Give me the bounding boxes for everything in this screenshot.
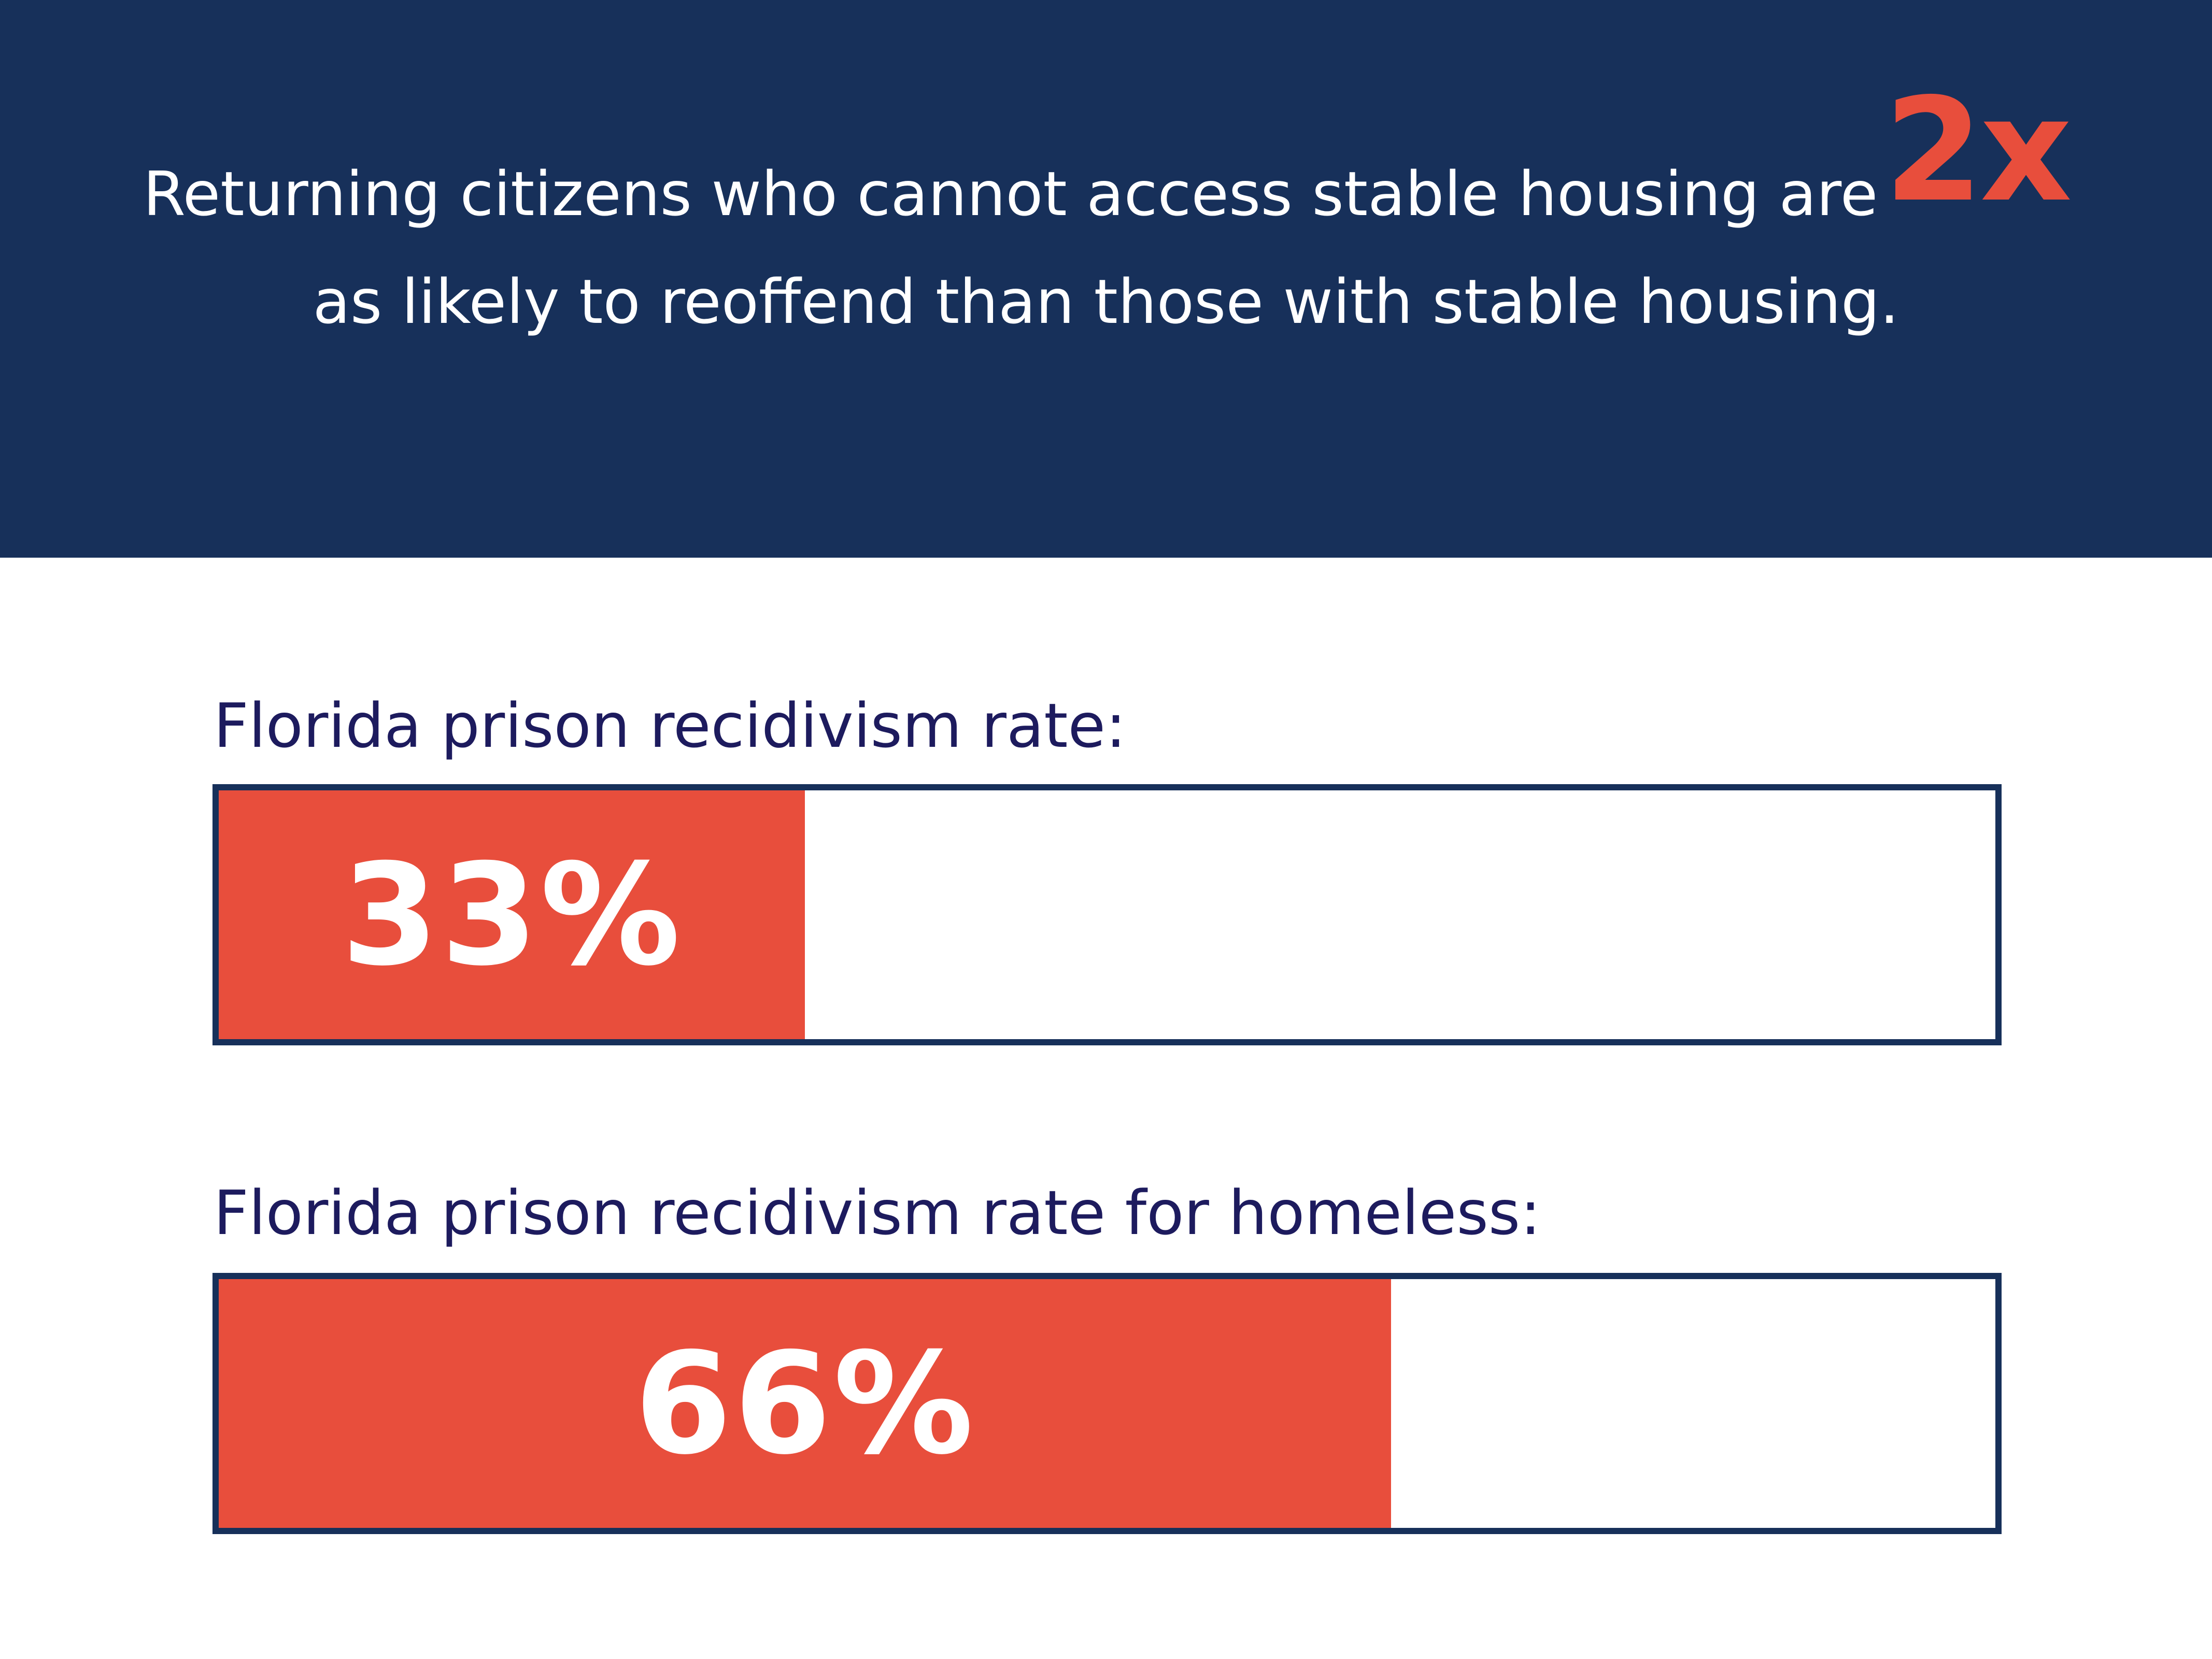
bar-value-homeless: 66% bbox=[634, 1322, 976, 1485]
bar-track-homeless: 66% bbox=[212, 1273, 2002, 1534]
multiplier-highlight: 2x bbox=[1884, 67, 2072, 233]
headline-line-1: Returning citizens who cannot access sta… bbox=[0, 79, 2212, 248]
bar-label-overall: Florida prison recidivism rate: bbox=[214, 690, 1126, 761]
headline-text-1: Returning citizens who cannot access sta… bbox=[143, 158, 1878, 230]
bar-fill-homeless: 66% bbox=[219, 1279, 1392, 1528]
bar-fill-overall: 33% bbox=[219, 790, 805, 1039]
bar-label-homeless: Florida prison recidivism rate for homel… bbox=[214, 1177, 1541, 1249]
bar-value-overall: 33% bbox=[341, 833, 683, 997]
bar-track-overall: 33% bbox=[212, 784, 2002, 1045]
header-banner: Returning citizens who cannot access sta… bbox=[0, 0, 2212, 558]
headline: Returning citizens who cannot access sta… bbox=[0, 79, 2212, 356]
headline-line-2: as likely to reoffend than those with st… bbox=[313, 266, 1899, 337]
